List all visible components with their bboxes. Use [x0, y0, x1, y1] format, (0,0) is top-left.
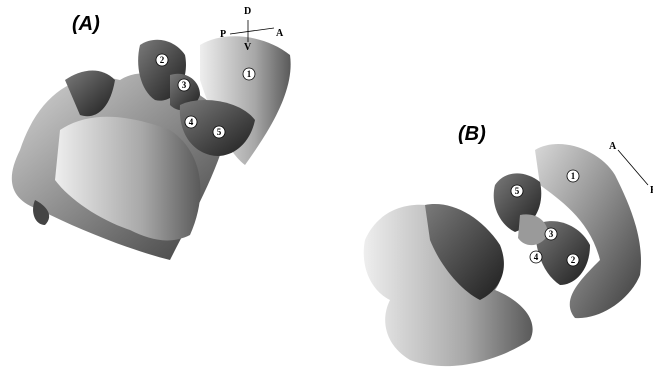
marker-number: 1: [571, 171, 576, 181]
marker-number: 4: [189, 117, 194, 127]
marker-number: 5: [515, 186, 520, 196]
axis-label: D: [244, 6, 251, 17]
panel-label: (B): [458, 123, 486, 145]
axis-label: A: [609, 141, 617, 152]
marker-number: 1: [247, 69, 252, 79]
marker-number: 3: [182, 80, 187, 90]
figure: (A) (B) D V P A A P 1234512345: [0, 0, 653, 378]
marker-number: 2: [571, 255, 576, 265]
orientation-axis: [618, 150, 648, 185]
marker-number: 5: [217, 127, 222, 137]
axis-label: P: [220, 29, 226, 40]
panel-b-structure: [364, 144, 641, 366]
axis-label: A: [276, 28, 284, 39]
marker-number: 4: [534, 252, 539, 262]
panel-label: (A): [72, 13, 100, 35]
axis-label: V: [244, 42, 252, 53]
marker-number: 2: [160, 55, 165, 65]
marker-number: 3: [549, 229, 554, 239]
